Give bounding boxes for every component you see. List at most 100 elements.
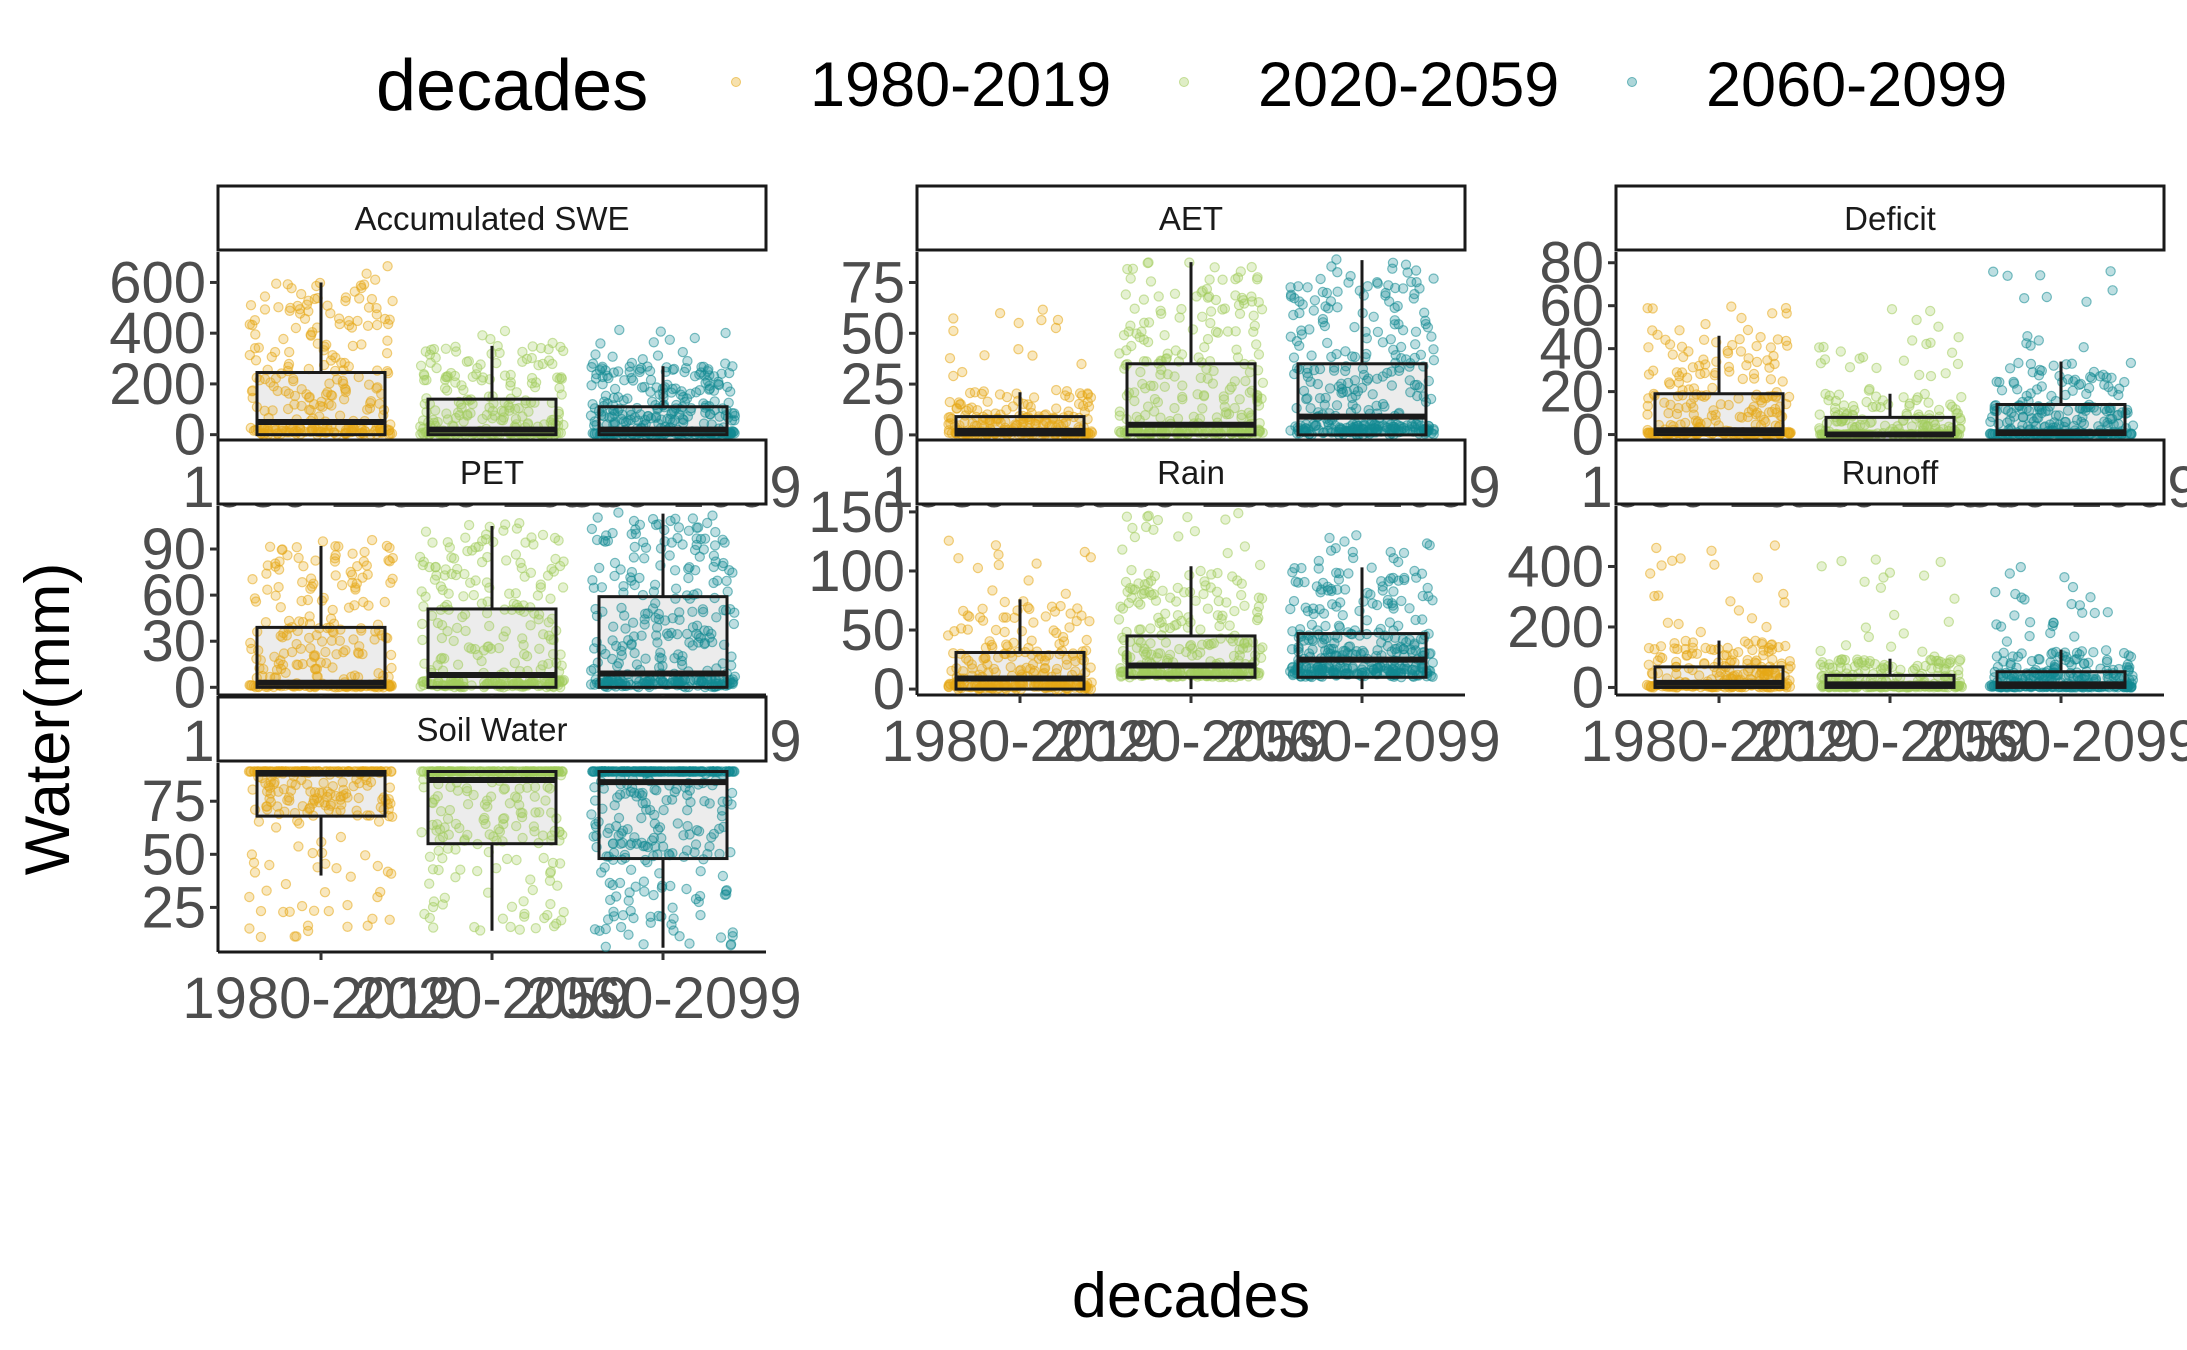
data-point	[465, 577, 476, 589]
data-point	[1333, 574, 1345, 585]
data-point	[1220, 514, 1231, 525]
data-point	[1152, 397, 1164, 408]
data-point	[322, 300, 333, 311]
data-point	[1987, 266, 1999, 277]
data-point	[289, 399, 300, 410]
data-point	[2021, 390, 2032, 402]
data-point	[1769, 358, 1780, 370]
data-point	[1174, 312, 1185, 323]
data-point	[972, 562, 984, 574]
data-point	[1287, 567, 1298, 578]
data-point	[1349, 321, 1360, 333]
data-point	[1152, 648, 1164, 659]
data-point	[522, 418, 534, 429]
data-point	[382, 335, 393, 346]
data-point	[1231, 344, 1242, 355]
data-point	[1251, 274, 1263, 285]
data-point	[2102, 417, 2113, 428]
data-point	[1233, 508, 1244, 519]
data-point	[330, 352, 341, 363]
data-point	[325, 308, 336, 319]
data-point	[1202, 292, 1214, 303]
data-point	[456, 380, 467, 391]
data-point	[1219, 401, 1231, 412]
data-point	[1884, 567, 1896, 578]
data-point	[1722, 348, 1734, 359]
data-point	[1315, 587, 1326, 598]
data-point	[269, 423, 280, 434]
data-point	[1871, 362, 1882, 374]
data-point	[594, 562, 605, 574]
data-point	[1332, 302, 1343, 313]
data-point	[1221, 597, 1232, 608]
data-point	[1660, 334, 1671, 345]
data-point	[683, 525, 695, 537]
data-point	[1726, 301, 1737, 312]
data-point	[1371, 277, 1383, 288]
data-point	[304, 611, 315, 622]
data-point	[537, 358, 549, 370]
data-point	[639, 381, 650, 393]
data-point	[269, 346, 281, 358]
data-point	[1331, 601, 1342, 612]
data-point	[1847, 400, 1859, 412]
data-point	[477, 330, 488, 341]
data-point	[650, 598, 661, 609]
data-point	[1156, 364, 1167, 375]
y-tick-label: 600	[109, 250, 206, 315]
data-point	[1028, 617, 1039, 628]
data-point	[1239, 600, 1250, 612]
data-point	[463, 356, 474, 367]
data-point	[2009, 610, 2020, 621]
data-point	[1040, 611, 1052, 622]
data-point	[597, 379, 608, 390]
data-point	[1840, 640, 1852, 651]
legend-key-1980-2019	[731, 77, 741, 87]
data-point	[673, 522, 685, 533]
data-point	[2014, 401, 2025, 412]
data-point	[1859, 576, 1870, 588]
data-point	[1219, 303, 1231, 314]
data-point	[2044, 419, 2056, 430]
data-point	[1778, 588, 1789, 600]
data-point	[1177, 380, 1188, 391]
data-point	[2081, 296, 2092, 307]
data-point	[1380, 421, 1391, 432]
data-point	[1248, 310, 1259, 321]
data-point	[2053, 410, 2065, 421]
data-point	[330, 570, 341, 581]
strip-accumulated-swe	[216, 184, 768, 252]
data-point	[1331, 400, 1343, 411]
data-point	[1242, 637, 1253, 648]
data-point	[664, 334, 676, 345]
data-point	[273, 302, 284, 313]
data-point	[687, 640, 698, 651]
data-point	[535, 342, 547, 354]
data-point	[1206, 569, 1217, 580]
data-point	[1315, 273, 1326, 285]
data-point	[510, 588, 521, 599]
data-point	[1153, 612, 1164, 624]
data-point	[1706, 545, 1717, 557]
data-point	[655, 326, 667, 337]
data-point	[1956, 391, 1967, 403]
data-point	[943, 535, 955, 546]
data-point	[708, 577, 719, 589]
data-point	[416, 586, 427, 597]
data-point	[2046, 390, 2057, 402]
data-point	[1321, 287, 1333, 299]
data-point	[428, 414, 439, 426]
data-point	[627, 375, 639, 386]
data-point	[1254, 559, 1266, 571]
data-point	[1209, 262, 1220, 273]
data-point	[553, 535, 564, 546]
data-point	[383, 555, 394, 566]
data-point	[1155, 305, 1166, 316]
data-point	[1328, 643, 1339, 655]
data-point	[1070, 656, 1081, 667]
data-point	[1290, 576, 1301, 587]
data-point	[283, 388, 295, 399]
data-point	[1681, 372, 1693, 383]
data-point	[1695, 626, 1707, 638]
data-point	[1317, 662, 1328, 673]
